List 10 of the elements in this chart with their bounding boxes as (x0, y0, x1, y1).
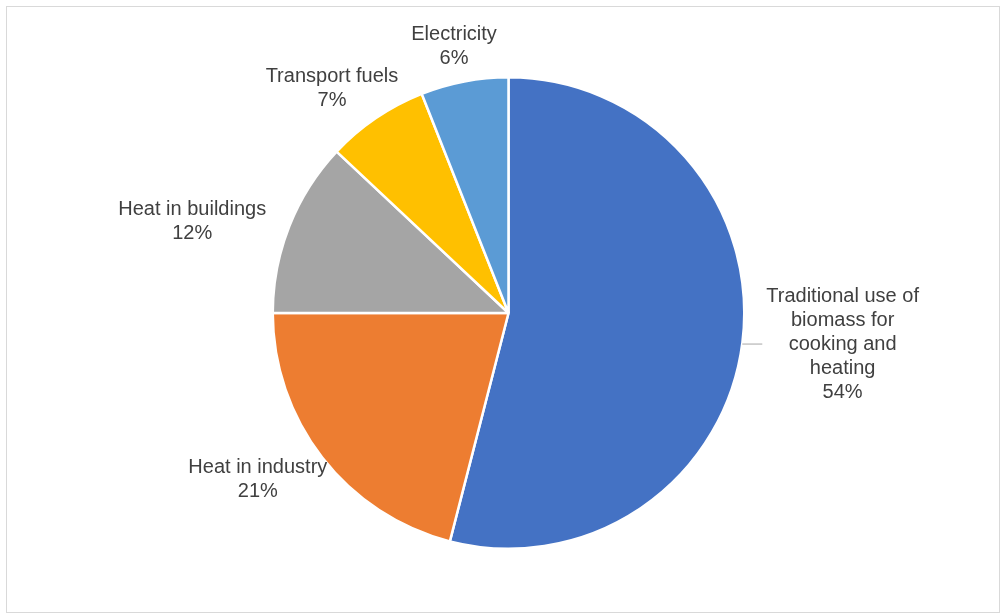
data-label: 12% (172, 221, 213, 244)
slice-label: Transport fuels (265, 63, 399, 86)
data-label: 7% (317, 87, 347, 110)
slice-label: Electricity (411, 21, 497, 44)
slice-label: Heat in buildings (118, 197, 267, 220)
slice-label: Traditional use of biomass for cooking and heating (766, 283, 920, 378)
data-label: 6% (439, 45, 469, 68)
slice-label: Heat in industry (188, 455, 328, 478)
data-label: 21% (237, 479, 279, 502)
data-label: 54% (822, 379, 863, 402)
